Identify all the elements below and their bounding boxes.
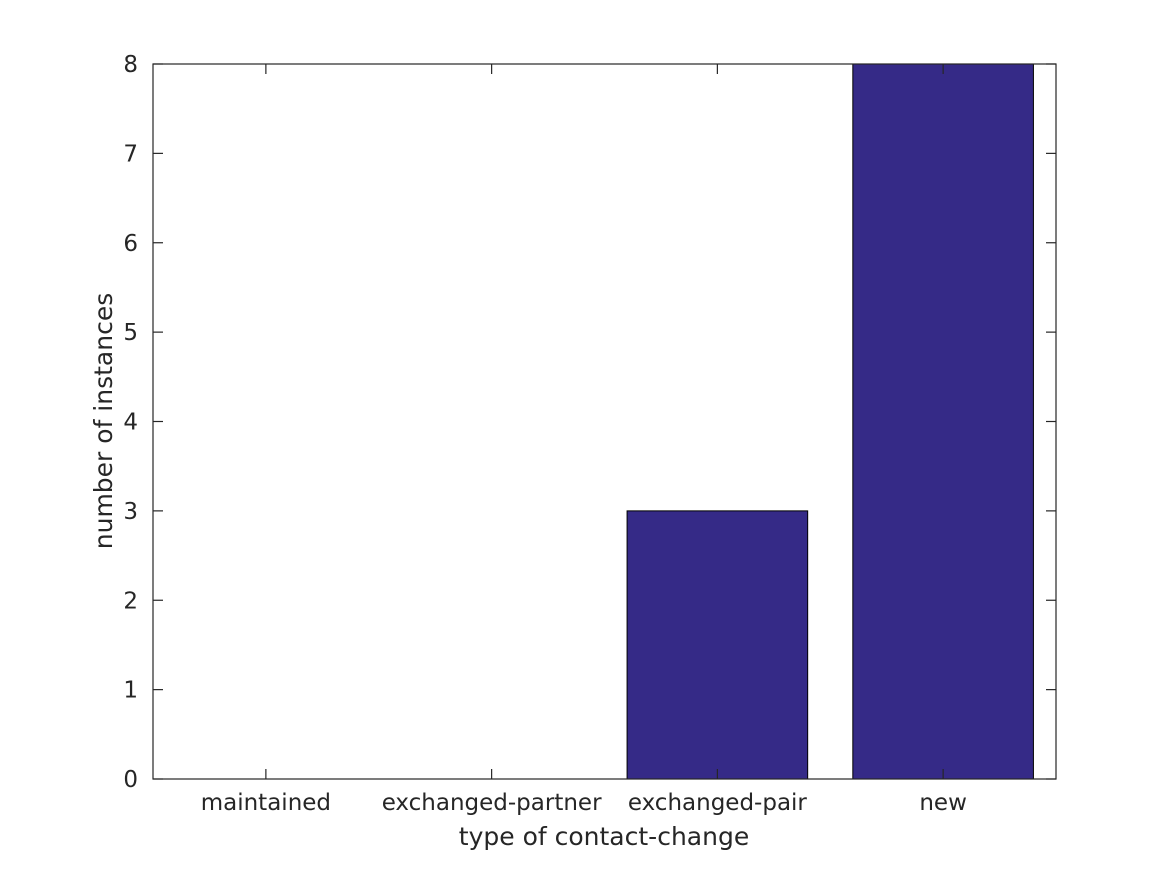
- y-tick-label: 1: [123, 678, 138, 704]
- x-tick-labels: maintained exchanged-partner exchanged-pai…: [201, 790, 967, 816]
- y-tick-label: 4: [123, 410, 138, 436]
- y-tick-labels: 0 1 2 3 4 5 6 7 8: [123, 52, 138, 793]
- y-axis-label: number of instances: [89, 293, 118, 550]
- y-tick-label: 5: [123, 320, 138, 346]
- y-tick-label: 8: [123, 52, 138, 78]
- y-tick-label: 2: [123, 588, 138, 614]
- bar-exchanged-pair: [626, 510, 809, 780]
- axes-group: [152, 63, 1057, 780]
- y-tick-label: 6: [123, 231, 138, 257]
- x-tick-label: maintained: [201, 790, 331, 816]
- y-tick-label: 3: [123, 499, 138, 525]
- bar-new: [852, 63, 1034, 780]
- x-axis-label: type of contact-change: [459, 822, 749, 851]
- x-tick-label: exchanged-pair: [628, 790, 808, 816]
- x-tick-label: new: [919, 790, 967, 816]
- x-tick-label: exchanged-partner: [382, 790, 602, 816]
- bars-group: [626, 63, 1034, 780]
- y-tick-label: 0: [123, 767, 138, 793]
- y-tick-label: 7: [123, 141, 138, 167]
